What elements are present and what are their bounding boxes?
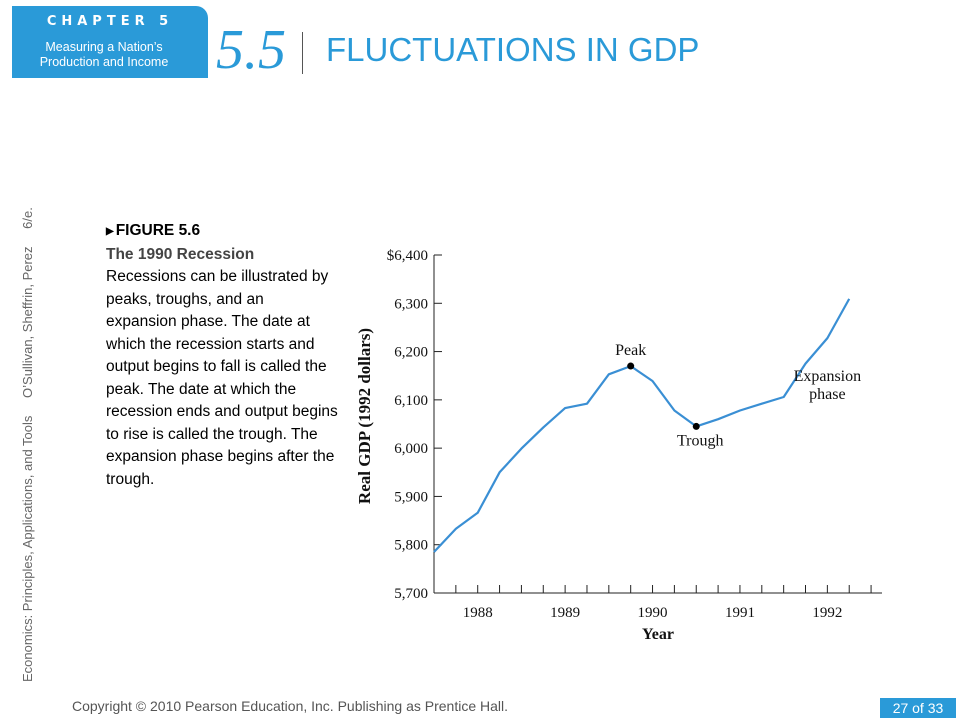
- y-tick-label: 6,200: [394, 345, 428, 361]
- chapter-subtitle-line-2: Production and Income: [39, 55, 169, 69]
- section-title: FLUCTUATIONS IN GDP: [326, 31, 700, 68]
- y-axis: 5,700 5,800 5,900 6,000 6,100 6,200 6,300 $6,40…: [387, 248, 442, 602]
- chart-annotations: Peak Trough Expansion phase: [615, 342, 861, 449]
- book-authors: O’Sullivan, Sheffrin, Perez: [20, 246, 35, 398]
- gdp-series-line: [433, 298, 851, 553]
- title-divider: [302, 32, 303, 74]
- peak-marker: [627, 362, 635, 370]
- expansion-label: Expansion phase: [794, 368, 862, 403]
- x-tick-label: 1991: [725, 605, 755, 621]
- x-tick-label: 1989: [550, 605, 580, 621]
- expansion-label-line: phase: [809, 386, 845, 403]
- y-axis-label: Real GDP (1992 dollars): [355, 328, 374, 504]
- chapter-subtitle-line-1: Measuring a Nation’s: [45, 40, 163, 54]
- chapter-label: CHAPTER 5: [46, 14, 174, 29]
- peak-label: Peak: [615, 342, 646, 359]
- chapter-subtitle: Measuring a Nation’s Production and Inco…: [12, 40, 196, 70]
- sidebar-citation: Economics: Principles, Applications, and…: [20, 193, 35, 682]
- y-tick-label: 5,700: [394, 586, 428, 602]
- figure-title: The 1990 Recession: [106, 245, 255, 263]
- copyright-text: Copyright © 2010 Pearson Education, Inc.…: [72, 698, 509, 714]
- figure-label: FIGURE 5.6: [115, 222, 201, 239]
- section-number: 5.5: [216, 19, 286, 81]
- y-tick-label: 6,300: [394, 296, 428, 312]
- x-axis: 1988 1989 1990 1991 1992: [433, 585, 882, 621]
- figure-description: Recessions can be illustrated by peaks, …: [106, 268, 338, 488]
- book-title: Economics: Principles, Applications, and…: [20, 415, 35, 682]
- x-tick-label: 1992: [812, 605, 842, 621]
- trough-label: Trough: [677, 432, 724, 449]
- x-axis-label: Year: [642, 626, 674, 643]
- triangle-bullet-icon: ▶: [106, 226, 114, 237]
- figure-caption: ▶ FIGURE 5.6 The 1990 Recession Recession…: [106, 220, 338, 491]
- x-tick-label: 1990: [638, 605, 668, 621]
- trough-marker: [692, 422, 700, 430]
- page-number: 27 of 33: [880, 698, 956, 718]
- gdp-line-chart: 5,700 5,800 5,900 6,000 6,100 6,200 6,300 $6,40…: [355, 248, 882, 643]
- y-tick-label: 5,900: [394, 489, 428, 505]
- y-tick-label: 6,100: [394, 393, 428, 409]
- y-tick-label: $6,400: [387, 248, 428, 264]
- y-tick-label: 6,000: [394, 441, 428, 457]
- chapter-badge: CHAPTER 5 Measuring a Nation’s Productio…: [12, 6, 208, 78]
- book-edition: 6/e.: [20, 207, 35, 229]
- figure-number: ▶ FIGURE 5.6: [106, 222, 200, 239]
- x-tick-label: 1988: [463, 605, 493, 621]
- y-tick-label: 5,800: [394, 538, 428, 554]
- expansion-label-line: Expansion: [794, 368, 862, 385]
